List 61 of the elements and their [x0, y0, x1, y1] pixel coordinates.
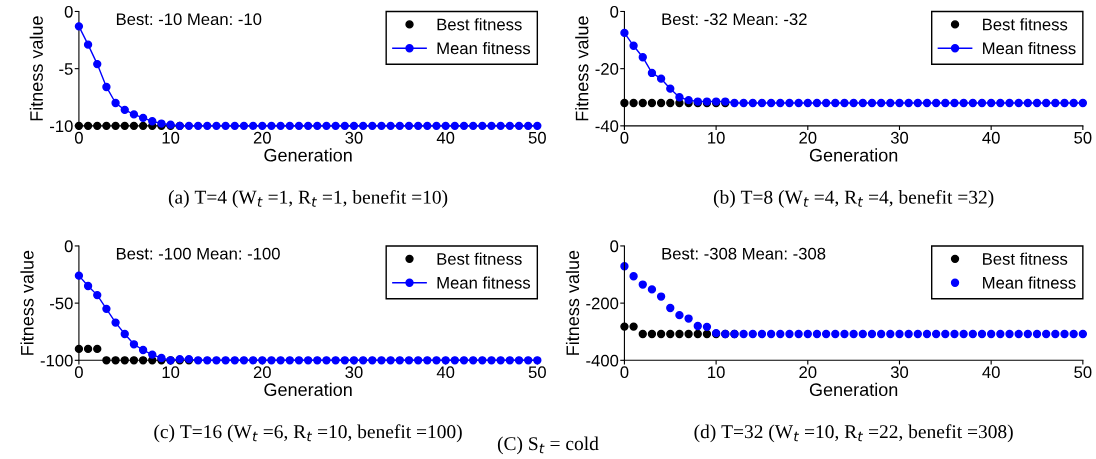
text: (d) T=32 (W$_{t}$ =10, R$_{t}$ =22, benefit =308)	[694, 424, 1013, 443]
x-tick-label: 30	[890, 131, 909, 144]
x-tick-label: 10	[162, 366, 180, 379]
y-tick-label: 0	[610, 240, 619, 253]
text: (C) S$_{t}$ = cold	[497, 436, 599, 455]
x-tick-label: 50	[1074, 131, 1092, 144]
x-axis-title: Generation	[809, 148, 898, 162]
legend-label: Mean fitness	[437, 42, 531, 55]
x-tick-label: 50	[528, 131, 546, 144]
y-tick-label: -200	[586, 297, 619, 310]
x-tick-label: 0	[74, 366, 83, 379]
x-tick-label: 20	[253, 131, 271, 144]
x-axis-title: Generation	[264, 382, 352, 397]
x-tick-label: 10	[708, 366, 725, 379]
x-tick-label: 10	[708, 131, 725, 144]
x-tick-label: 30	[345, 131, 363, 144]
y-tick-label: -5	[59, 63, 73, 75]
x-tick-label: 40	[982, 131, 1000, 144]
annotation: Best: -10 Mean: -10	[116, 13, 262, 26]
legend-label: Mean fitness	[437, 276, 531, 289]
x-tick-label: 20	[799, 131, 817, 144]
legend-label: Best fitness	[437, 252, 522, 265]
y-axis-title: Fitness value	[565, 250, 580, 355]
text: (a) T=4 (W$_{t}$ =1, R$_{t}$ =1, benefit =10)	[168, 189, 448, 208]
y-tick-label: 0	[64, 5, 73, 18]
x-tick-label: 0	[74, 131, 83, 144]
annotation: Best: -308 Mean: -308	[662, 247, 826, 260]
x-tick-label: 0	[620, 131, 629, 144]
y-tick-label: -400	[586, 354, 619, 367]
x-tick-label: 0	[620, 366, 629, 379]
y-axis-title: Fitness value	[575, 16, 589, 121]
x-tick-label: 20	[253, 366, 271, 379]
legend-label: Best fitness	[437, 18, 522, 31]
x-tick-label: 10	[162, 131, 180, 144]
x-tick-label: 40	[436, 366, 455, 379]
text: (b) T=8 (W$_{t}$ =4, R$_{t}$ =4, benefit =32)	[713, 189, 994, 208]
x-axis-title: Generation	[264, 148, 352, 162]
legend-label: Best fitness	[983, 252, 1068, 265]
annotation: Best: -100 Mean: -100	[116, 247, 280, 260]
y-tick-label: -50	[50, 297, 73, 310]
x-tick-label: 40	[982, 366, 1000, 379]
y-tick-label: -100	[40, 354, 73, 367]
y-axis-title: Fitness value	[29, 16, 43, 121]
x-tick-label: 30	[890, 366, 909, 379]
y-tick-label: 0	[610, 5, 619, 18]
x-tick-label: 30	[345, 366, 363, 379]
x-tick-label: 50	[528, 366, 546, 379]
y-tick-label: -40	[595, 120, 619, 133]
text: (c) T=16 (W$_{t}$ =6, R$_{t}$ =10, benefit =100)	[154, 424, 462, 443]
legend-label: Mean fitness	[983, 42, 1076, 55]
annotation: Best: -32 Mean: -32	[662, 13, 807, 26]
legend-label: Best fitness	[983, 18, 1068, 31]
x-tick-label: 50	[1074, 366, 1092, 379]
y-tick-label: -20	[595, 63, 619, 75]
legend-label: Mean fitness	[983, 276, 1076, 289]
y-tick-label: -10	[50, 120, 73, 133]
x-tick-label: 40	[436, 131, 455, 144]
x-axis-title: Generation	[809, 382, 898, 397]
y-axis-title: Fitness value	[20, 250, 34, 355]
x-tick-label: 20	[799, 366, 817, 379]
y-tick-label: 0	[64, 240, 73, 253]
